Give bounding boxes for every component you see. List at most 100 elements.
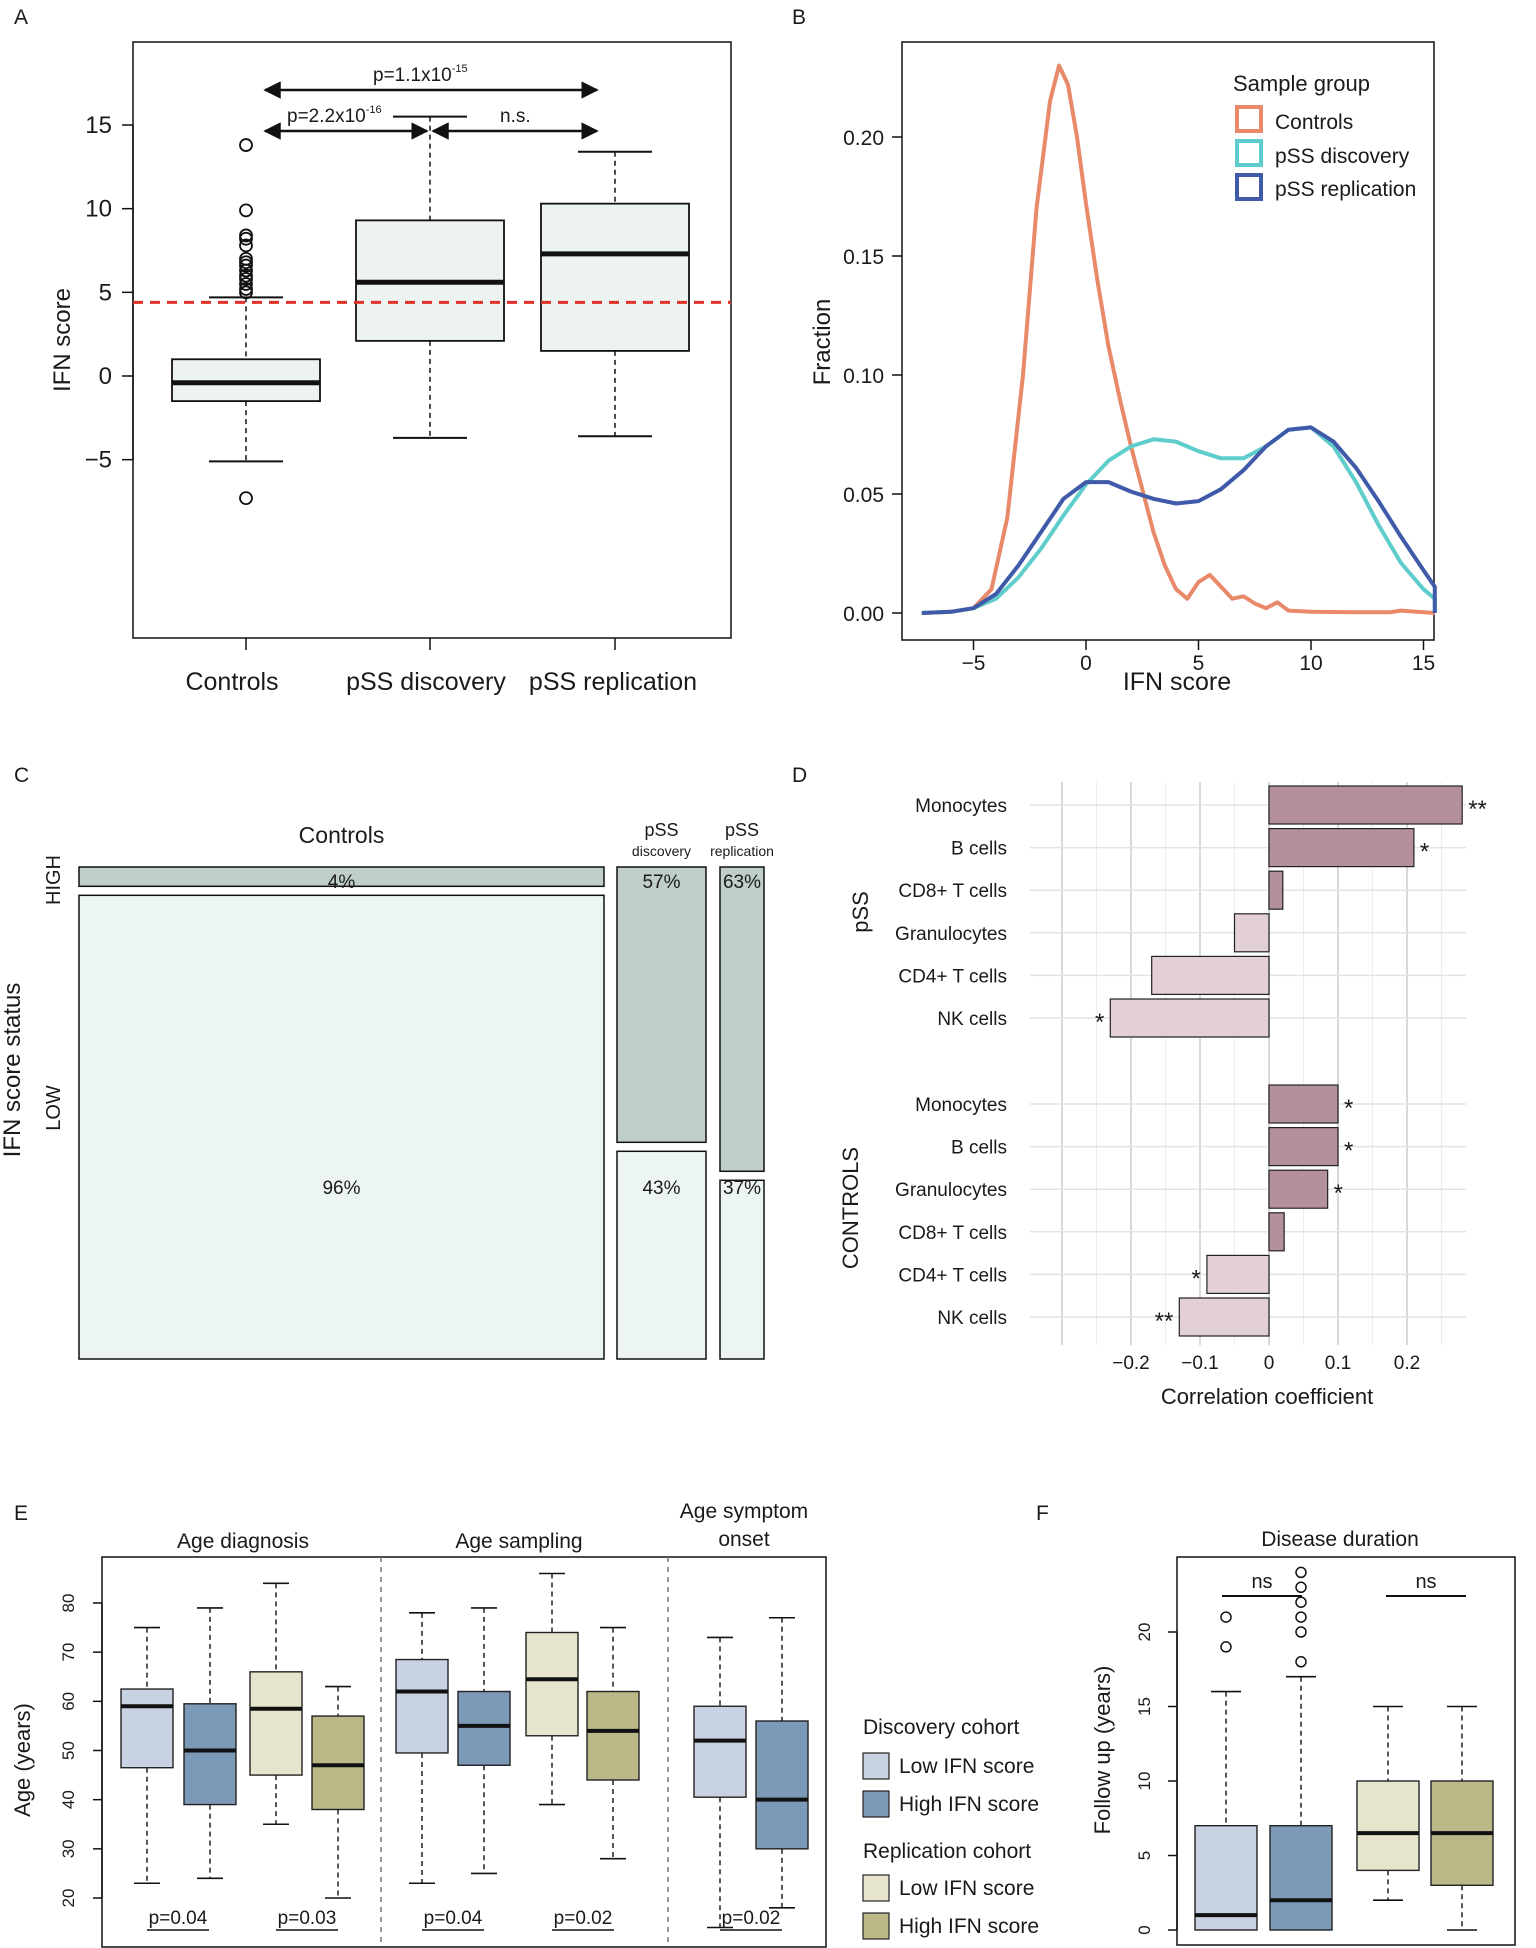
legend-label-pss-discovery: pSS discovery [1275, 145, 1410, 168]
d-row-label: NK cells [937, 1308, 1007, 1329]
a-box [171, 358, 321, 402]
panel-b-xlabel: IFN score [1123, 668, 1231, 696]
d-row-label: Monocytes [915, 1095, 1007, 1116]
a-y-tick-label: 15 [85, 112, 112, 139]
legend-swatch-disc-high [862, 1790, 890, 1818]
panel-b-density-lines [921, 63, 1437, 615]
d-x-tick-label: 0.1 [1325, 1353, 1351, 1374]
panel-d-xlabel: Correlation coefficient [1161, 1384, 1373, 1409]
panel-label-e: E [14, 1502, 28, 1525]
panel-label-b: B [792, 6, 806, 29]
panel-c-mosaic: IFN score status HIGH LOW 4% 96% Controls 5… [0, 820, 774, 1360]
panel-a-y-axis: −5 0 5 10 15 [85, 112, 134, 474]
e-y-tick-label: 80 [59, 1594, 78, 1613]
d-bar [1268, 870, 1284, 910]
mosaic-pct-low: 43% [642, 1178, 680, 1199]
pvalue-controls-replication: p=1.1x10-15 [373, 63, 468, 86]
e-pvalue: p=0.03 [278, 1908, 337, 1929]
mosaic-cell-high [78, 866, 605, 888]
e-y-tick-label: 70 [59, 1643, 78, 1662]
d-row-label: Granulocytes [895, 1180, 1007, 1201]
e-pvalue: p=0.04 [424, 1908, 483, 1929]
a-outlier [239, 238, 253, 253]
panel-d-bars: Monocytes **B cells *CD8+ T cellsGranulocy… [895, 785, 1487, 1337]
d-bar [1268, 785, 1463, 825]
a-outlier [239, 258, 253, 273]
panel-b-density: Fraction IFN score 0.000.050.100.150.20 … [809, 41, 1437, 696]
d-row-label: NK cells [937, 1009, 1007, 1030]
d-bar [1233, 913, 1270, 953]
f-outlier [1295, 1581, 1307, 1594]
d-bar [1178, 1297, 1270, 1337]
section-title-onset: onset [718, 1528, 770, 1551]
panel-e-legend: Discovery cohort Low IFN score High IFN … [862, 1716, 1039, 1940]
f-box [1356, 1780, 1420, 1872]
a-y-tick-label: 10 [85, 196, 112, 223]
density-line-controls [921, 63, 1435, 615]
pvalue-discovery-replication: n.s. [500, 106, 531, 127]
f-outlier [1220, 1611, 1232, 1623]
legend-swatch-disc-low [862, 1752, 890, 1780]
mosaic-pct-high: 63% [723, 872, 761, 893]
a-x-tick-label: pSS discovery [346, 668, 506, 696]
mosaic-column-label: pSS [725, 820, 759, 840]
legend-label-rep-low: Low IFN score [899, 1877, 1034, 1900]
e-y-tick-label: 60 [59, 1692, 78, 1711]
b-x-tick-label: 10 [1299, 652, 1322, 675]
e-pvalue: p=0.04 [149, 1908, 208, 1929]
f-outlier [1295, 1611, 1307, 1623]
density-line-pss-discovery [921, 425, 1437, 615]
legend-title: Sample group [1233, 71, 1370, 96]
a-x-tick-label: pSS replication [529, 668, 697, 696]
mosaic-cell-high [616, 866, 707, 1144]
b-y-tick-label: 0.10 [843, 365, 884, 388]
mosaic-column-label: pSS [644, 820, 678, 840]
legend-swatch-pss-discovery [1235, 139, 1263, 167]
mosaic-cell-low [616, 1150, 707, 1360]
panel-b-x-axis: −5 0 5 10 15 [962, 640, 1435, 675]
panel-b-ylabel: Fraction [809, 299, 836, 386]
f-outlier [1295, 1566, 1307, 1579]
d-bar [1268, 1084, 1339, 1124]
a-outlier [239, 138, 253, 152]
legend-label-disc-low: Low IFN score [899, 1755, 1034, 1778]
panel-label-d: D [792, 764, 807, 787]
mosaic-column-sublabel: discovery [632, 843, 691, 859]
group-label-controls: CONTROLS [838, 1147, 863, 1269]
d-bar [1151, 955, 1270, 996]
legend-swatch-pss-replication [1235, 173, 1263, 201]
d-row-label: CD4+ T cells [898, 966, 1007, 987]
e-y-tick-label: 30 [59, 1839, 78, 1858]
d-row-label: CD8+ T cells [898, 1223, 1007, 1244]
e-pvalue: p=0.02 [554, 1908, 613, 1929]
row-label-low: LOW [43, 1085, 65, 1131]
ns-label-discovery: ns [1251, 1571, 1272, 1593]
legend-label-rep-high: High IFN score [899, 1915, 1039, 1938]
legend-title-replication: Replication cohort [863, 1840, 1031, 1863]
section-title-age-symptom: Age symptom [680, 1500, 808, 1523]
e-y-tick-label: 40 [59, 1790, 78, 1809]
d-x-tick-label: −0.2 [1112, 1353, 1150, 1374]
f-y-tick-label: 5 [1135, 1851, 1154, 1860]
mosaic-pct-low: 96% [322, 1178, 360, 1199]
panel-a-ylabel: IFN score [49, 288, 76, 392]
mosaic-cell-high [719, 866, 765, 1173]
panel-label-f: F [1036, 1502, 1049, 1525]
a-outlier [239, 285, 253, 300]
e-box [586, 1690, 640, 1781]
legend-label-pss-replication: pSS replication [1275, 178, 1416, 201]
mosaic-cell-low [78, 894, 605, 1360]
a-y-tick-label: 0 [99, 363, 112, 390]
panel-e-pvalues: p=0.04 p=0.03 p=0.04 p=0.02 p=0.02 [147, 1908, 782, 1931]
e-box [249, 1671, 303, 1776]
density-line-pss-replication [921, 425, 1437, 615]
d-bar [1268, 1126, 1339, 1167]
e-box [120, 1688, 174, 1769]
d-x-tick-label: 0.2 [1394, 1353, 1420, 1374]
b-y-tick-label: 0.05 [843, 484, 884, 507]
panel-label-a: A [14, 6, 28, 29]
e-box [183, 1703, 237, 1806]
f-outlier [1295, 1626, 1307, 1638]
legend-swatch-rep-high [862, 1912, 890, 1940]
